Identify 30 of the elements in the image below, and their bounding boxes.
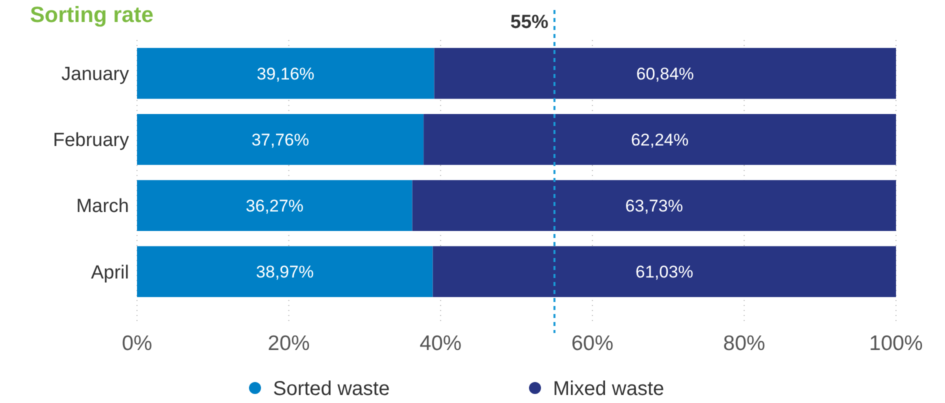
chart-title: Sorting rate <box>30 2 154 27</box>
bar <box>432 246 896 298</box>
bar <box>434 48 896 99</box>
x-tick-label: 40% <box>420 332 462 355</box>
x-tick-label: 0% <box>122 332 152 355</box>
legend-label: Sorted waste <box>273 378 390 400</box>
bar <box>137 180 412 231</box>
data-label: 62,24% <box>630 130 689 150</box>
bar <box>137 246 433 298</box>
y-tick-label: April <box>90 262 129 284</box>
x-tick-label: 60% <box>571 332 614 355</box>
bar <box>137 114 424 165</box>
data-label: 36,27% <box>246 196 304 216</box>
y-tick-label: February <box>52 130 130 152</box>
data-label: 61,03% <box>636 262 694 282</box>
data-label: 39,16% <box>256 64 314 84</box>
data-label: 38,97% <box>256 262 314 282</box>
bar <box>137 48 434 99</box>
x-tick-label: 100% <box>869 332 923 355</box>
data-label: 37,76% <box>251 130 310 150</box>
bar <box>424 114 896 165</box>
x-tick-label: 20% <box>268 332 310 355</box>
data-label: 63,73% <box>625 196 683 216</box>
y-tick-label: January <box>61 64 130 86</box>
legend-label: Mixed waste <box>553 378 664 400</box>
bar <box>412 180 896 231</box>
x-tick-label: 80% <box>723 332 766 355</box>
ref-line-label: 55% <box>510 12 549 33</box>
y-tick-label: March <box>76 196 129 218</box>
data-label: 60,84% <box>636 64 694 84</box>
